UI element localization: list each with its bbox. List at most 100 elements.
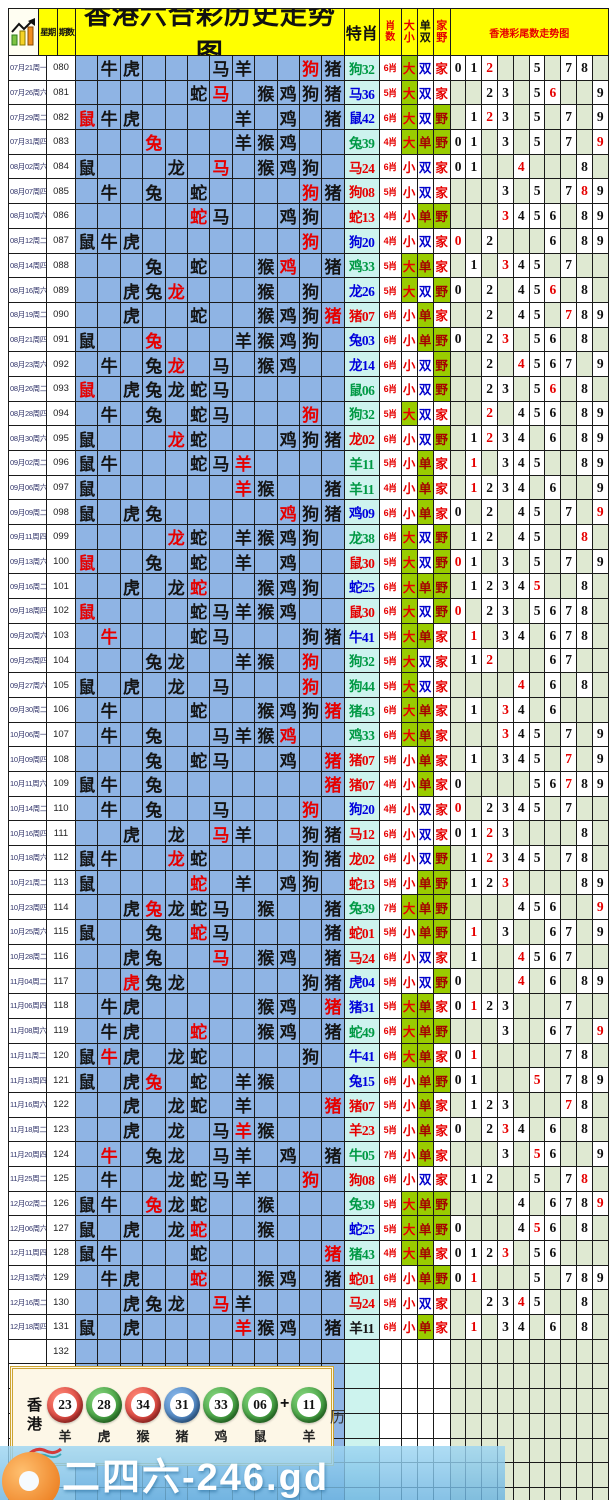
tail-cell: 3 [498,747,514,772]
tail-cell: 7 [561,771,578,797]
home-wild-cell: 野 [433,1216,451,1241]
parity-cell: 单 [417,1191,434,1217]
zodiac-cell [165,549,188,575]
ball-number: 31 [170,1393,195,1417]
parity-cell: 双 [417,648,434,674]
zodiac-cell: 虎 [120,1092,144,1118]
zodiac-cell: 鼠 [76,673,99,698]
special-cell: 蛇13 [344,870,380,896]
home-wild-cell: 家 [433,1142,451,1167]
zodiac-cell: 狗 [299,56,323,81]
tail-cell: 3 [498,994,514,1019]
zodiac-cell [255,771,278,797]
zodiac-cell [76,821,99,846]
tail-cell: 2 [482,599,499,624]
date-cell: 08月23周六 [9,352,47,377]
zodiac-cell: 鸡 [277,525,300,550]
zodiac-cell [120,80,144,106]
table-row: 09月09周二 098 鼠虎兔鸡狗猪鸡09 6肖小单家 0 2 4 5 7 9 [9,500,609,526]
tail-cell [545,870,562,896]
zodiac-cell [299,771,323,797]
zodiac-cell [120,549,144,575]
zodiac-cell: 马 [210,56,233,81]
parity-cell [417,1413,434,1439]
zodiac-cell: 羊 [232,1068,256,1093]
tail-cell [592,1413,609,1439]
tail-cell: 7 [561,352,578,377]
zodiac-cell: 马 [210,352,233,377]
zodiac-cell [165,1068,188,1093]
zodiac-cell [255,1241,278,1266]
zodiac-count-cell: 7肖 [379,895,402,921]
zodiac-cell [299,944,323,970]
tail-cell [592,376,609,402]
zodiac-cell: 龙 [165,846,188,871]
tail-cell: 3 [498,1018,514,1044]
zodiac-cell [165,747,188,772]
zodiac-cell [76,179,99,205]
zodiac-cell [277,920,300,945]
zodiac-count-cell: 6肖 [379,426,402,451]
zodiac-cell [232,944,256,970]
zodiac-cell [210,105,233,131]
tail-cell [450,673,467,698]
zodiac-cell: 鼠 [76,1216,99,1241]
lottery-ball: 06 [242,1387,279,1423]
zodiac-cell: 牛 [98,722,121,748]
tail-cell [482,1364,499,1390]
period-cell: 101 [47,574,76,600]
zodiac-cell [120,130,144,155]
zodiac-cell [322,525,345,550]
zodiac-cell [299,1092,323,1118]
tail-cell [577,80,593,106]
zodiac-cell [232,1241,256,1266]
zodiac-cell [143,1241,166,1266]
zodiac-cell [165,204,188,229]
tail-cell [513,179,530,205]
home-wild-cell: 家 [433,994,451,1019]
zodiac-cell: 猴 [255,944,278,970]
zodiac-cell [187,56,211,81]
zodiac-cell: 鸡 [277,722,300,748]
tail-cell: 5 [529,722,546,748]
tail-cell: 0 [450,821,467,846]
tail-cell [513,648,530,674]
zodiac-cell: 羊 [232,475,256,501]
zodiac-cell: 兔 [143,895,166,921]
zodiac-cell [210,475,233,501]
zodiac-cell: 猴 [255,895,278,921]
tail-cell [482,130,499,155]
zodiac-cell: 蛇 [187,1068,211,1093]
table-row: 08月23周六 092 牛兔龙马猴鸡龙14 6肖小双野 2 4 5 6 7 9 [9,352,609,377]
date-cell: 12月02周二 [9,1191,47,1217]
zodiac-cell [277,179,300,205]
zodiac-cell [322,1339,345,1365]
tail-cell: 6 [545,327,562,353]
zodiac-cell [210,994,233,1019]
zodiac-cell [322,549,345,575]
period-cell: 084 [47,154,76,180]
zodiac-cell [277,895,300,921]
tail-cell: 8 [577,204,593,229]
zodiac-cell: 羊 [232,599,256,624]
tail-cell: 1 [466,253,483,279]
tail-cell: 6 [545,204,562,229]
zodiac-cell [210,846,233,871]
tail-cell: 8 [577,179,593,205]
zodiac-cell [98,253,121,279]
zodiac-count-cell: 6肖 [379,944,402,970]
parity-cell: 双 [417,969,434,995]
tail-cell: 6 [545,401,562,427]
zodiac-cell [210,574,233,600]
zodiac-cell [322,1216,345,1241]
zodiac-count-cell: 6肖 [379,846,402,871]
tail-cell: 0 [450,228,467,254]
parity-cell: 双 [417,673,434,698]
zodiac-cell [120,722,144,748]
home-wild-cell: 家 [433,747,451,772]
zodiac-cell [210,1216,233,1241]
date-cell: 07月29周二 [9,105,47,131]
tail-cell: 5 [529,1068,546,1093]
size-cell: 大 [401,105,418,131]
tail-cell: 8 [577,870,593,896]
